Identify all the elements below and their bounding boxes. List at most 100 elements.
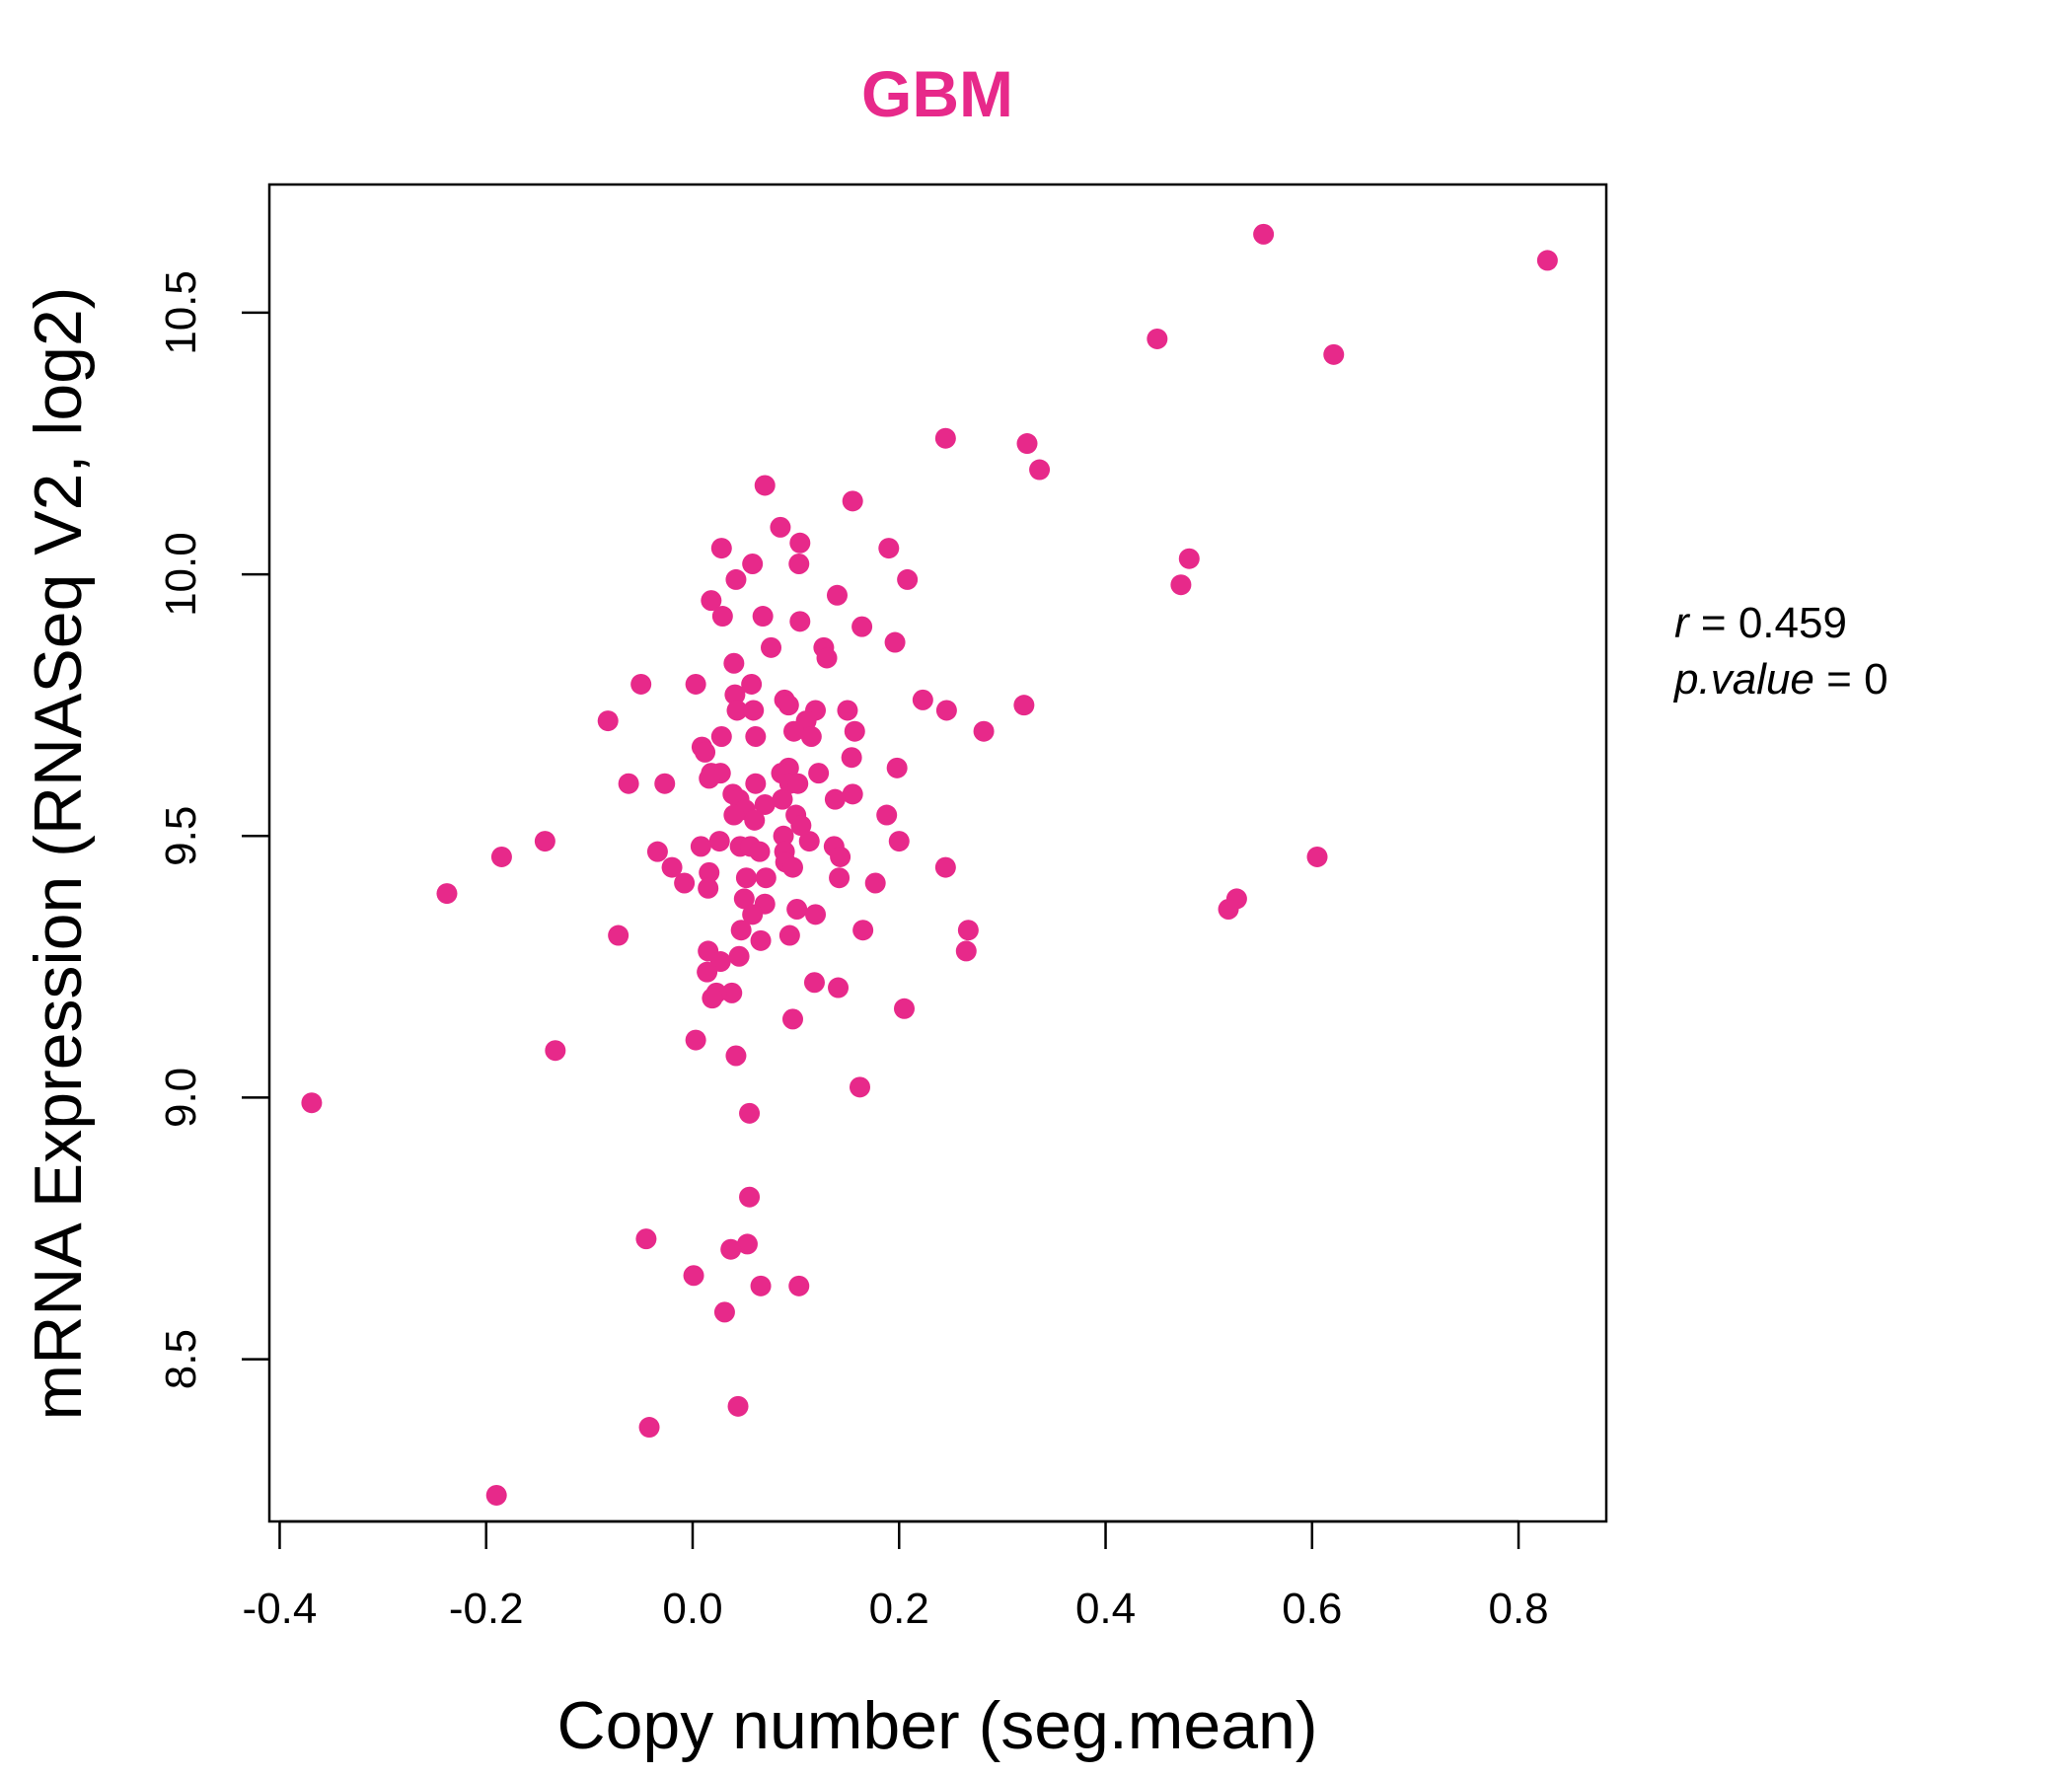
- y-tick-label: 8.5: [157, 1329, 205, 1389]
- data-point: [690, 836, 711, 857]
- data-point: [638, 1417, 660, 1439]
- data-point: [772, 788, 793, 810]
- data-point: [800, 726, 822, 748]
- data-point: [618, 773, 639, 794]
- data-point: [934, 427, 956, 449]
- data-point: [1178, 548, 1200, 569]
- data-point: [844, 720, 865, 742]
- data-point: [788, 553, 810, 574]
- x-tick-label: 0.2: [869, 1585, 929, 1633]
- x-tick-label: -0.2: [449, 1585, 524, 1633]
- data-point: [745, 726, 767, 748]
- data-point: [630, 673, 652, 695]
- data-point: [730, 920, 752, 941]
- data-point: [728, 945, 750, 967]
- data-point: [750, 929, 772, 951]
- y-axis-title: mRNA Expression (RNASeq V2, log2): [21, 287, 96, 1421]
- data-point: [803, 972, 825, 994]
- data-point: [805, 904, 827, 925]
- r-label: r: [1674, 599, 1691, 647]
- data-point: [783, 720, 805, 742]
- data-point: [754, 793, 776, 815]
- data-point: [744, 809, 766, 831]
- data-point: [698, 877, 719, 899]
- data-point: [490, 846, 512, 867]
- data-point: [545, 1040, 566, 1062]
- data-point: [534, 831, 555, 852]
- data-point: [661, 856, 683, 878]
- p-label: p.value: [1672, 655, 1814, 703]
- data-point: [850, 1076, 871, 1098]
- data-point: [597, 710, 619, 732]
- data-point: [778, 925, 800, 946]
- data-point: [752, 606, 774, 628]
- data-point: [723, 804, 745, 826]
- chart-title: GBM: [861, 57, 1013, 130]
- y-tick-label: 10.0: [157, 532, 205, 617]
- x-tick-label: -0.4: [243, 1585, 318, 1633]
- data-point: [789, 532, 811, 554]
- data-point: [646, 841, 668, 862]
- data-point: [739, 1186, 761, 1208]
- data-point: [695, 741, 716, 763]
- data-point: [828, 977, 850, 999]
- data-point: [864, 872, 886, 894]
- data-point: [957, 920, 979, 941]
- x-axis: -0.4 -0.2 0.0 0.2 0.4 0.6 0.8: [243, 1519, 1549, 1633]
- data-point: [635, 1228, 657, 1250]
- y-tick-label: 9.0: [157, 1068, 205, 1128]
- data-points: [301, 223, 1558, 1506]
- x-tick-label: 0.0: [662, 1585, 722, 1633]
- data-point: [725, 1045, 747, 1067]
- data-point: [685, 673, 706, 695]
- data-point: [721, 982, 743, 1003]
- data-point: [674, 872, 696, 894]
- data-point: [842, 490, 863, 512]
- data-point: [742, 553, 764, 574]
- data-point: [1013, 695, 1035, 716]
- data-point: [755, 867, 777, 889]
- data-point: [697, 961, 718, 983]
- data-point: [787, 773, 809, 794]
- data-point: [708, 831, 730, 852]
- data-point: [725, 568, 747, 590]
- data-point: [808, 763, 830, 784]
- data-point: [741, 673, 763, 695]
- y-tick-label: 9.5: [157, 806, 205, 866]
- data-point: [955, 940, 977, 962]
- data-point: [654, 773, 676, 794]
- data-point: [829, 867, 851, 889]
- data-point: [1016, 433, 1038, 455]
- data-point: [701, 590, 722, 612]
- data-point: [777, 695, 799, 716]
- data-point: [876, 804, 898, 826]
- data-point: [743, 700, 765, 721]
- data-point: [742, 904, 764, 925]
- data-point: [826, 584, 848, 606]
- data-point: [789, 611, 811, 632]
- data-point: [816, 647, 838, 669]
- data-point: [699, 861, 720, 883]
- data-point: [761, 636, 782, 658]
- data-point: [739, 1102, 761, 1124]
- data-point: [886, 757, 908, 778]
- data-point: [973, 720, 995, 742]
- data-point: [790, 815, 812, 837]
- r-value: 0.459: [1739, 599, 1847, 647]
- data-point: [685, 1029, 706, 1051]
- data-point: [770, 516, 791, 538]
- data-point: [897, 568, 919, 590]
- data-point: [724, 684, 746, 705]
- data-point: [1323, 343, 1345, 365]
- data-point: [710, 726, 732, 748]
- data-point: [884, 631, 906, 653]
- data-point: [1147, 328, 1168, 349]
- data-point: [798, 831, 820, 852]
- data-point: [824, 788, 846, 810]
- data-point: [711, 606, 733, 628]
- p-equals: =: [1826, 655, 1852, 703]
- data-point: [934, 856, 956, 878]
- data-point: [888, 831, 910, 852]
- data-point: [1536, 250, 1558, 271]
- data-point: [781, 856, 803, 878]
